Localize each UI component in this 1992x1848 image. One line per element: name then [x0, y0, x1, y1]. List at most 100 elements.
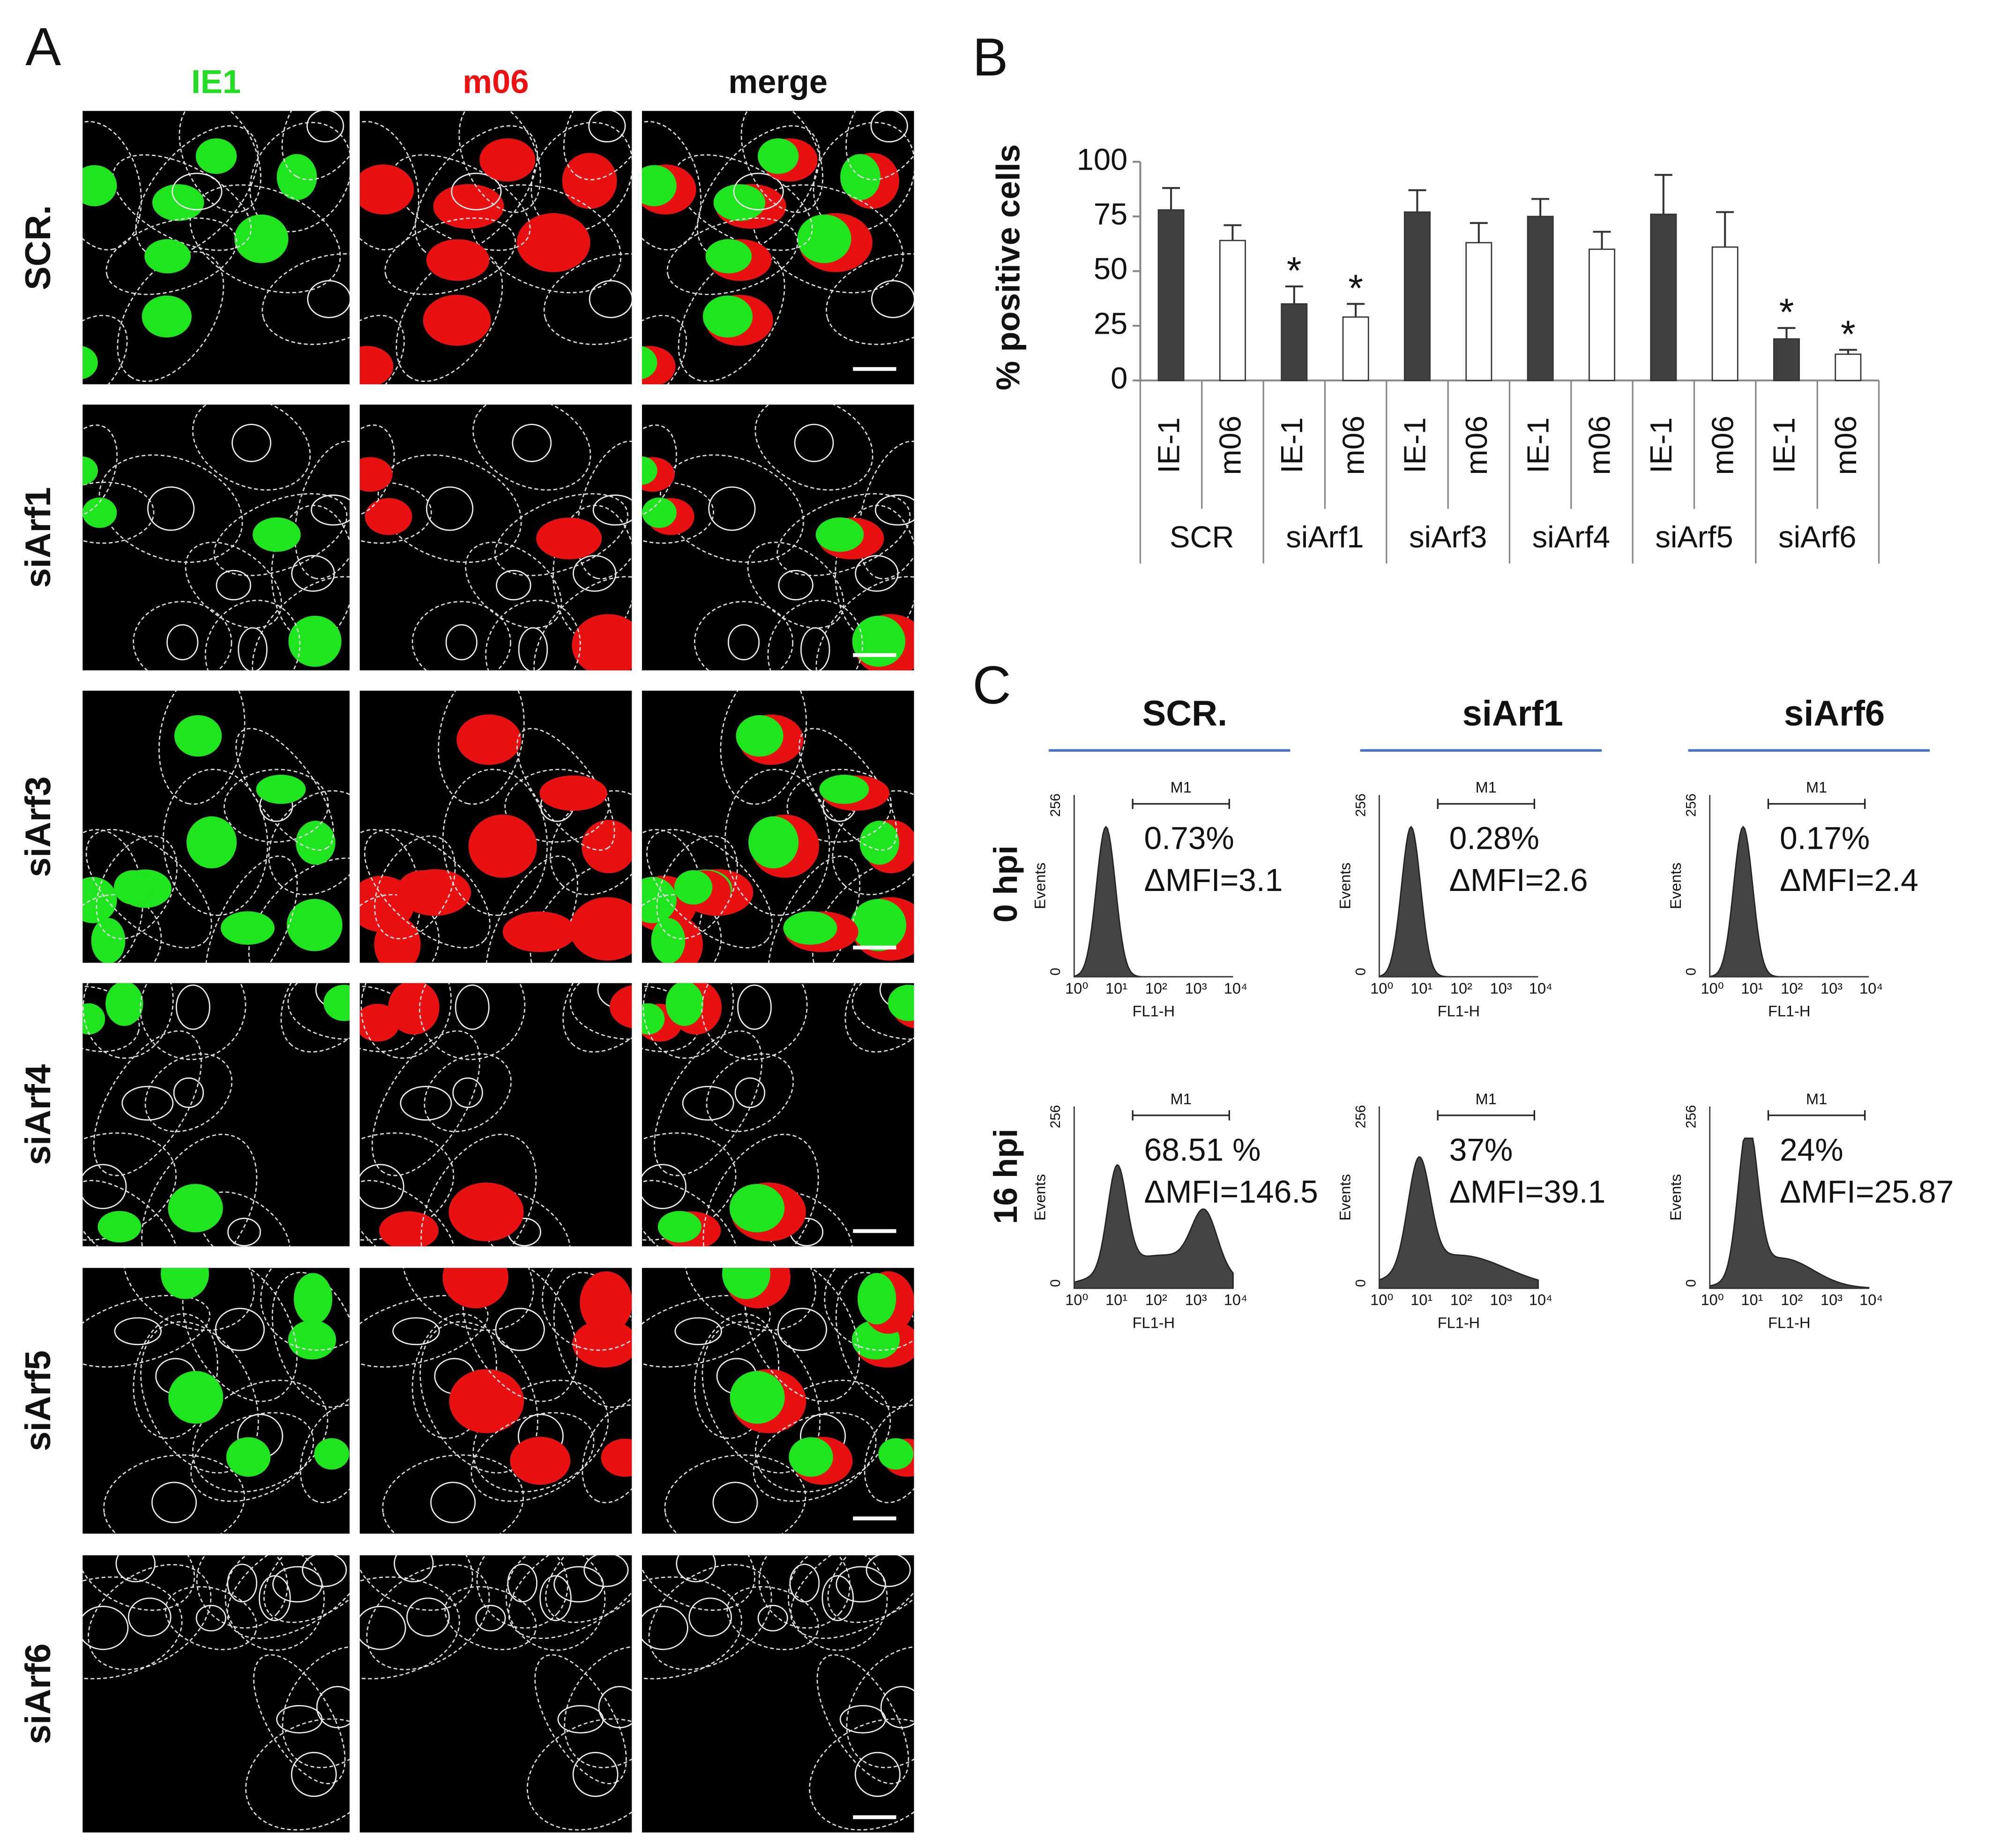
green-nucleus [187, 816, 237, 868]
histogram [1073, 1164, 1234, 1289]
nucleus-outline [394, 1555, 434, 1583]
x-tick-label: 10³ [1185, 980, 1207, 997]
green-nucleus [665, 983, 703, 1026]
cell-outline [458, 111, 541, 213]
cell-outline [82, 481, 155, 544]
percent-positive: 0.17% [1780, 821, 1870, 856]
red-signal [359, 164, 414, 215]
cell-outline [851, 983, 914, 1040]
cell-outline [364, 829, 491, 949]
cell-outline [642, 829, 703, 963]
green-nucleus [168, 1371, 224, 1424]
nucleus-outline [306, 111, 344, 142]
cell-outline [253, 1654, 346, 1784]
cell-outline [442, 769, 548, 916]
red-signal [562, 153, 617, 209]
gate-label: M1 [1171, 1091, 1192, 1107]
nucleus-outline [452, 1077, 483, 1108]
green-nucleus [642, 1003, 665, 1035]
x-tick-label: 10¹ [1741, 1291, 1763, 1308]
cell-outline [505, 1555, 606, 1651]
y-axis-label: Events [1031, 1174, 1048, 1221]
nucleus-outline [231, 424, 271, 463]
x-tick-label: 10¹ [1741, 980, 1763, 997]
x-tick-label: 10³ [1490, 1291, 1512, 1308]
nucleus-outline [712, 1481, 758, 1523]
series-label: m06 [1459, 416, 1493, 475]
red-signal [572, 614, 632, 671]
nucleus-outline [794, 424, 834, 463]
x-tick-label: 10¹ [1410, 1291, 1432, 1308]
cell-outline [82, 1555, 195, 1611]
red-signal [449, 1369, 524, 1433]
cell-outline [117, 251, 224, 382]
nucleus-outline [727, 624, 760, 660]
green-nucleus [226, 1437, 271, 1477]
x-tick-label: 10² [1450, 980, 1472, 997]
green-nucleus [195, 138, 237, 174]
row-label: siArf1 [18, 487, 58, 588]
cell-outline [642, 1294, 771, 1368]
gate-label: M1 [1476, 779, 1497, 796]
x-tick-label: 10⁴ [1224, 1291, 1247, 1308]
x-tick-label: 10³ [1820, 1291, 1843, 1308]
green-nucleus [82, 456, 98, 485]
cell-outline [656, 835, 738, 940]
red-signal [388, 983, 440, 1035]
cell-outline [213, 493, 348, 576]
green-nucleus [722, 1268, 770, 1299]
cell-outline [744, 1268, 860, 1402]
nucleus-outline [175, 984, 210, 1030]
bar [1773, 338, 1800, 382]
series-label: IE-1 [1644, 417, 1678, 473]
cell-outline [282, 1646, 350, 1768]
cell-outline [666, 217, 798, 295]
nucleus-outline [406, 1597, 450, 1637]
nucleus-outline [121, 1085, 174, 1121]
green-nucleus [748, 816, 799, 868]
micrograph-content [642, 983, 914, 1247]
series-label: m06 [1213, 416, 1247, 475]
cell-outline [835, 1272, 914, 1408]
y-axis-label: Events [1336, 862, 1353, 909]
panel-label: C [972, 656, 1011, 715]
column-header: siArf6 [1784, 694, 1885, 733]
cell-outline [420, 1134, 537, 1247]
micrograph-content [642, 1268, 914, 1534]
cell-outline [414, 125, 538, 258]
red-signal [359, 457, 393, 492]
cell-outline [844, 983, 914, 1053]
nucleus-outline [216, 570, 252, 600]
cell-outline [516, 728, 615, 851]
cell-outline [424, 1053, 512, 1132]
green-nucleus [293, 1273, 333, 1324]
y-tick-label: 25 [1094, 306, 1127, 340]
nucleus-outline [583, 1555, 629, 1587]
red-signal [374, 917, 421, 963]
cell-outline [858, 441, 914, 580]
red-signal [468, 814, 537, 878]
red-signal [359, 346, 394, 384]
nucleus-outline [316, 1686, 350, 1728]
red-signal [448, 1182, 524, 1242]
cell-outline [576, 441, 632, 580]
y-max-label: 256 [1048, 1105, 1063, 1129]
green-nucleus [702, 295, 753, 338]
y-tick-label: 75 [1094, 197, 1127, 231]
x-tick-label: 10² [1781, 980, 1803, 997]
nucleus-outline [874, 494, 914, 526]
cell-outline [550, 790, 632, 896]
bar [1835, 353, 1862, 382]
cell-outline [747, 541, 844, 629]
x-tick-label: 10⁰ [1701, 1291, 1724, 1308]
green-nucleus [314, 1438, 350, 1470]
cell-outline [753, 1412, 877, 1502]
x-axis-label: FL1-H [1768, 1003, 1810, 1020]
micrograph-content [359, 1555, 632, 1831]
cell-outline [98, 454, 243, 563]
cell-outline [260, 1268, 350, 1351]
cell-outline [776, 493, 911, 576]
column-header: m06 [463, 63, 529, 100]
red-signal [423, 295, 491, 346]
nucleus-outline [475, 1605, 506, 1631]
